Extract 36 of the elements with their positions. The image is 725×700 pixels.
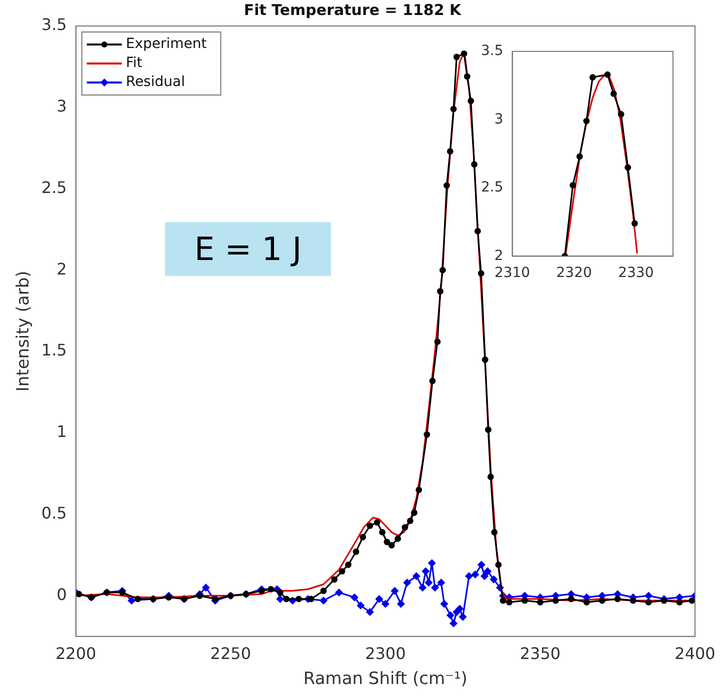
y-tick-label: 3 [494, 111, 504, 128]
x-tick-label: 2400 [674, 644, 716, 664]
y-tick-label: 0 [56, 584, 67, 604]
point [589, 74, 596, 81]
y-tick-label: 2.5 [41, 178, 67, 197]
x-tick-label: 2310 [494, 265, 530, 282]
legend-label: Fit [126, 55, 143, 72]
y-tick-label: 0.5 [41, 503, 67, 522]
chart-title: Fit Temperature = 1182 K [244, 0, 463, 19]
point [618, 111, 624, 118]
point [624, 164, 632, 171]
y-tick-label: 1.5 [41, 340, 67, 360]
x-axis-title: Raman Shift (cm⁻¹) [303, 669, 468, 690]
y-tick-label: 3.5 [41, 15, 67, 34]
x-tick-label: 2320 [556, 265, 592, 282]
x-tick-label: 2300 [365, 644, 406, 664]
y-tick-label: 2 [494, 248, 504, 264]
y-tick-label: 3.5 [481, 43, 504, 60]
point [610, 90, 617, 97]
point [576, 153, 583, 160]
annotation: E = 1 J [165, 222, 331, 276]
point [570, 182, 576, 188]
y-tick-label: 1 [56, 422, 67, 442]
x-tick-label: 2250 [210, 644, 251, 664]
x-tick-label: 2200 [55, 644, 96, 664]
point [604, 71, 611, 78]
y-tick-label: 2.5 [481, 180, 504, 196]
x-tick-label: 2350 [520, 644, 561, 664]
y-axis-title: Intensity (arb) [14, 270, 34, 392]
y-tick-label: 2 [56, 259, 67, 278]
legend-label: Experiment [126, 36, 208, 52]
y-tick-label: 3 [56, 96, 67, 116]
x-tick-label: 2330 [618, 265, 654, 282]
legend-label: Residual [126, 74, 185, 90]
point [631, 220, 638, 227]
point [583, 118, 590, 124]
